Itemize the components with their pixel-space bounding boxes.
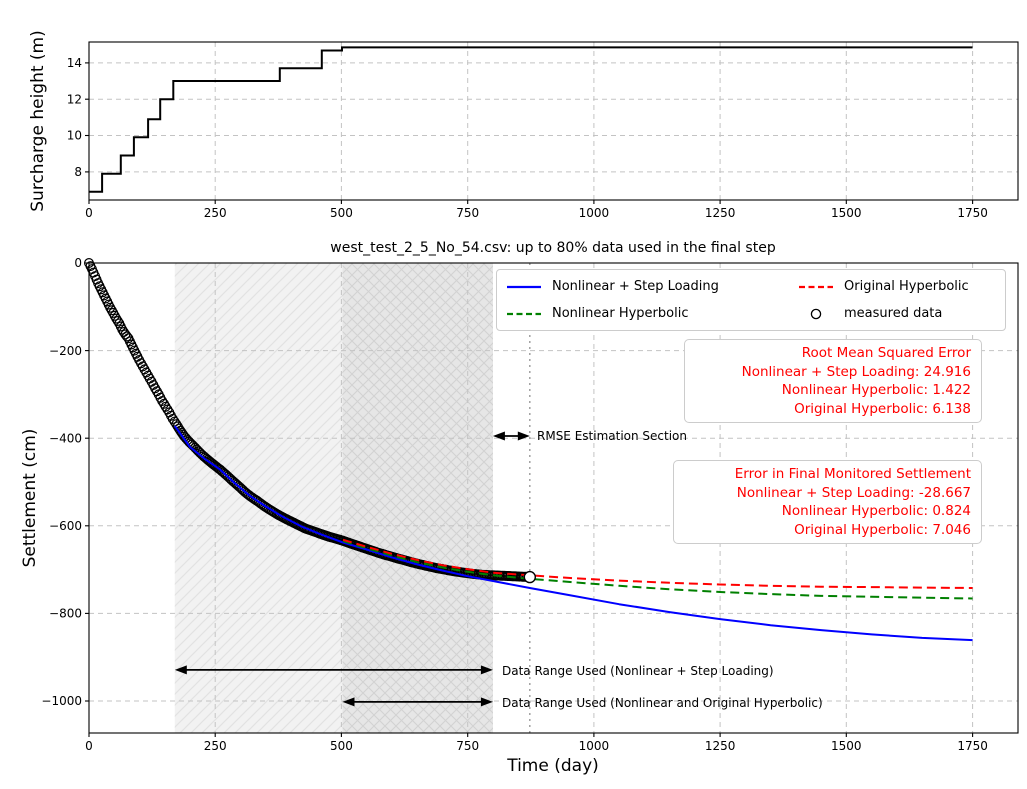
final-error-annotation-box: Error in Final Monitored Settlement Nonl…: [673, 460, 982, 544]
rmse-title: Root Mean Squared Error: [801, 345, 971, 361]
rmse-line-nonlinear: Nonlinear Hyperbolic: 1.422: [781, 382, 971, 398]
rmse-line-original: Original Hyperbolic: 6.138: [794, 400, 971, 417]
tick-label-x: 250: [204, 739, 227, 753]
measured-point: [157, 396, 168, 407]
tick-label-x: 0: [85, 739, 93, 753]
surcharge-y-axis-label: Surcharge height (m): [28, 30, 48, 211]
tick-label-x: 1750: [957, 206, 988, 220]
measured-point: [160, 401, 171, 412]
tick-label-x: 1500: [831, 206, 862, 220]
rmse-line-step-loading: Nonlinear + Step Loading: 24.916: [741, 363, 971, 380]
shaded-region-2-hatch: [342, 263, 493, 733]
original-hyperbolic-line-sample: [799, 285, 833, 288]
tick-label-x: 1500: [831, 739, 862, 753]
measured-data-marker: [810, 308, 822, 319]
data-range-step-loading-label: Data Range Used (Nonlinear + Step Loadin…: [502, 664, 774, 678]
legend-item-nonlinear-hyperbolic: Nonlinear Hyperbolic: [505, 306, 797, 321]
arrowhead: [174, 665, 187, 675]
series-surcharge-height: [89, 46, 973, 193]
data-range-hyperbolic-label: Data Range Used (Nonlinear and Original …: [502, 696, 823, 710]
tick-label-x: 750: [456, 739, 479, 753]
settlement-axes: 0 250 500 750 1000 1250 1500 1750 0 −200 −400 −600 −…: [41, 256, 1019, 753]
tick-label-y: 0: [74, 256, 82, 270]
tick-label-y: −600: [49, 519, 82, 533]
arrowhead: [480, 665, 493, 675]
tick-label-y: 12: [67, 92, 82, 106]
axes-spines: [88, 41, 1019, 201]
rmse-section-label: RMSE Estimation Section: [537, 429, 688, 443]
range-arrow-1: [174, 665, 493, 675]
tick-label-y: −1000: [41, 694, 82, 708]
legend-label: Original Hyperbolic: [844, 279, 969, 294]
series-nonlinear-step-loading: [173, 425, 973, 642]
measured-point: [167, 413, 178, 424]
error-line-nonlinear: Nonlinear Hyperbolic: 0.824: [781, 503, 971, 519]
series-nonlinear-hyperbolic: [342, 540, 973, 600]
tick-label-x: 500: [330, 739, 353, 753]
tick-label-y: 10: [67, 129, 82, 143]
tick-label-x: 1000: [579, 206, 610, 220]
error-title: Error in Final Monitored Settlement: [734, 466, 971, 482]
measured-point: [247, 492, 258, 503]
tick-label-y: −200: [49, 344, 82, 358]
measured-point: [121, 331, 132, 342]
arrowhead: [342, 697, 355, 707]
range-arrow-2: [342, 697, 493, 707]
arrowhead: [492, 431, 505, 441]
measured-point: [159, 398, 170, 409]
legend: Nonlinear + Step Loading Nonlinear Hyper…: [496, 269, 1006, 331]
time-x-axis-label: Time (day): [506, 756, 599, 776]
measured-point: [105, 302, 116, 313]
step-loading-line-sample: [507, 285, 541, 288]
arrowhead: [480, 697, 493, 707]
tick-label-x: 250: [204, 206, 227, 220]
legend-item-step-loading: Nonlinear + Step Loading: [505, 279, 797, 294]
surcharge-axes: 0 250 500 750 1000 1250 1500 1750 8 10 12 14: [67, 41, 1019, 220]
error-line-original: Original Hyperbolic: 7.046: [794, 521, 971, 538]
settlement-y-axis-label: Settlement (cm): [20, 429, 40, 568]
nonlinear-hyperbolic-line-sample: [507, 312, 541, 315]
measured-point: [252, 495, 263, 506]
series-original-hyperbolic: [342, 538, 973, 589]
legend-label: measured data: [844, 306, 943, 321]
tick-label-y: 14: [67, 56, 82, 70]
tick-label-x: 1000: [579, 739, 610, 753]
legend-item-measured-data: measured data: [797, 306, 997, 321]
measured-point: [162, 404, 173, 415]
rmse-arrow: [492, 431, 530, 441]
legend-label: Nonlinear Hyperbolic: [552, 306, 689, 321]
rmse-annotation-box: Root Mean Squared Error Nonlinear + Step…: [684, 339, 982, 423]
measured-point: [112, 316, 123, 327]
tick-label-x: 1250: [705, 206, 736, 220]
tick-label-y: 8: [74, 165, 82, 179]
arrowhead: [517, 431, 530, 441]
tick-label-x: 1750: [957, 739, 988, 753]
tick-label-x: 750: [456, 206, 479, 220]
final-measured-point: [523, 570, 536, 584]
plot-title: west_test_2_5_No_54.csv: up to 80% data …: [330, 240, 776, 256]
tick-label-x: 0: [85, 206, 93, 220]
axes-spines: [88, 262, 1019, 734]
tick-label-x: 1250: [705, 739, 736, 753]
tick-label-y: −400: [49, 431, 82, 445]
legend-item-original-hyperbolic: Original Hyperbolic: [797, 279, 997, 294]
measured-point: [109, 310, 120, 321]
tick-label-x: 500: [330, 206, 353, 220]
error-line-step-loading: Nonlinear + Step Loading: -28.667: [736, 484, 971, 501]
measured-point: [106, 305, 117, 316]
tick-label-y: −800: [49, 607, 82, 621]
chart-layer: 0 250 500 750 1000 1250 1500 1750 8 10 12 14 0 250 500…: [41, 41, 1019, 753]
legend-label: Nonlinear + Step Loading: [552, 279, 719, 294]
